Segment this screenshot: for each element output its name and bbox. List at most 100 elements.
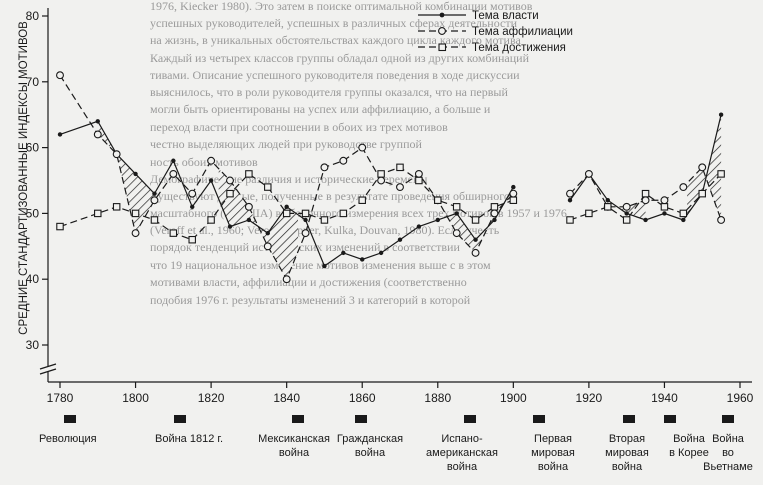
achievement-point xyxy=(679,209,688,218)
power-point xyxy=(227,224,233,229)
background-text-line: мотивами власти, аффилиации и достижения… xyxy=(150,275,467,289)
event-marker-korean-war xyxy=(664,415,676,423)
power-point xyxy=(322,263,327,269)
background-text-line: порядок тенденций исторических изменений… xyxy=(150,240,460,254)
x-tick-label: 1960 xyxy=(727,391,754,405)
power-point xyxy=(95,119,100,124)
achievement-point xyxy=(56,222,64,231)
event-marker-ww1 xyxy=(533,415,545,423)
achievement-point xyxy=(207,216,215,224)
power-point xyxy=(57,132,63,137)
y-tick-label: 30 xyxy=(26,338,40,352)
event-label-mexican-war-1: Мексиканская xyxy=(258,433,330,445)
x-tick-label: 1840 xyxy=(273,391,300,405)
affiliation-point xyxy=(226,176,234,185)
power-point xyxy=(284,204,289,210)
achievement-point xyxy=(585,209,593,218)
y-tick-label: 80 xyxy=(26,9,40,23)
y-tick-label: 40 xyxy=(26,272,40,286)
affiliation-point xyxy=(679,183,688,192)
event-label-civil-war-1: Гражданская xyxy=(337,433,403,445)
power-point xyxy=(567,198,573,203)
achievement-point xyxy=(717,170,725,178)
achievement-point xyxy=(112,203,121,211)
achievement-point xyxy=(641,189,650,198)
event-label-korean-war-1: Война xyxy=(673,433,706,445)
event-label-ww2-3: война xyxy=(612,461,643,473)
legend-achievement-marker xyxy=(438,43,447,52)
achievement-point xyxy=(698,189,706,198)
power-point xyxy=(190,204,195,210)
event-label-spanish-american-war-1: Испано- xyxy=(441,433,483,445)
event-label-ww2-1: Вторая xyxy=(609,433,645,445)
legend-affiliation-label: Тема аффилиации xyxy=(472,26,573,38)
event-label-spanish-american-war-2: американская xyxy=(426,447,498,459)
achievement-point xyxy=(358,196,366,204)
power-point xyxy=(643,217,648,223)
event-marker-mexican-war xyxy=(292,415,304,423)
power-point xyxy=(473,237,478,242)
affiliation-series-line xyxy=(59,74,514,281)
affiliation-point xyxy=(93,130,102,139)
affiliation-point xyxy=(282,275,291,284)
power-point xyxy=(511,184,516,190)
background-text-line: Каждый из четырех классов группы обладал… xyxy=(150,51,530,65)
y-tick-label: 60 xyxy=(26,141,40,155)
achievement-point xyxy=(396,163,404,172)
achievement-point xyxy=(282,209,291,218)
power-series-line xyxy=(59,120,514,267)
affiliation-point xyxy=(169,169,178,178)
event-label-korean-war-2: в Корее xyxy=(669,447,709,459)
affiliation-point xyxy=(452,229,461,238)
achievement-point xyxy=(604,203,612,211)
event-label-spanish-american-war-3: война xyxy=(447,461,478,473)
x-ticks: 1780 1800 1820 1840 1860 1880 1900 1920 1940 1960 xyxy=(47,382,754,405)
hatched-area xyxy=(687,114,722,220)
x-tick-label: 1860 xyxy=(349,391,376,405)
legend-power-marker xyxy=(439,12,445,18)
background-text-line: 1976, Kiecker 1980). Это затем в поиске … xyxy=(150,0,533,13)
achievement-point xyxy=(509,196,518,204)
event-label-vietnam-war-2: во xyxy=(722,447,734,459)
achievement-point xyxy=(169,229,178,237)
affiliation-point xyxy=(339,156,348,165)
power-point xyxy=(246,217,252,223)
affiliation-point xyxy=(56,71,64,80)
affiliation-point xyxy=(188,189,197,198)
background-text-line: Демографические различия и исторические … xyxy=(150,172,427,186)
achievement-point xyxy=(150,216,159,224)
event-label-ww1-1: Первая xyxy=(534,433,572,445)
x-tick-label: 1880 xyxy=(424,391,451,405)
affiliation-point xyxy=(509,189,518,198)
power-point xyxy=(492,217,497,223)
background-text-line: подобия 1976 г. результаты изменений 3 и… xyxy=(150,293,471,307)
power-point xyxy=(454,211,459,216)
legend-affiliation-marker xyxy=(438,27,446,35)
affiliation-point xyxy=(698,163,707,172)
power-point xyxy=(171,158,176,163)
affiliation-point xyxy=(131,229,140,238)
legend-power-label: Тема власти xyxy=(472,10,539,22)
event-marker-vietnam-war xyxy=(722,415,734,423)
achievement-point xyxy=(377,170,385,178)
series-layer xyxy=(56,71,726,284)
event-label-ww1-3: война xyxy=(538,461,569,473)
axes xyxy=(39,8,752,383)
affiliation-point xyxy=(263,242,272,251)
affiliation-point xyxy=(377,176,386,185)
affiliation-point xyxy=(471,248,480,257)
background-text-line: тивами. Описание успешного руководителя … xyxy=(150,68,520,82)
achievement-point xyxy=(415,176,423,185)
power-point xyxy=(718,112,724,117)
background-text-line: переход власти при соотношении в обоих и… xyxy=(150,120,448,134)
achievement-point xyxy=(94,209,102,218)
event-label-war-1812: Война 1812 г. xyxy=(155,433,223,445)
power-point xyxy=(341,250,346,256)
affiliation-point xyxy=(320,163,329,172)
achievement-series-line xyxy=(569,173,722,221)
affiliation-point xyxy=(244,202,253,211)
y-axis-break-mark xyxy=(39,368,57,375)
power-point xyxy=(624,211,629,216)
event-label-ww2-2: мировая xyxy=(605,447,649,459)
affiliation-point xyxy=(717,216,726,224)
